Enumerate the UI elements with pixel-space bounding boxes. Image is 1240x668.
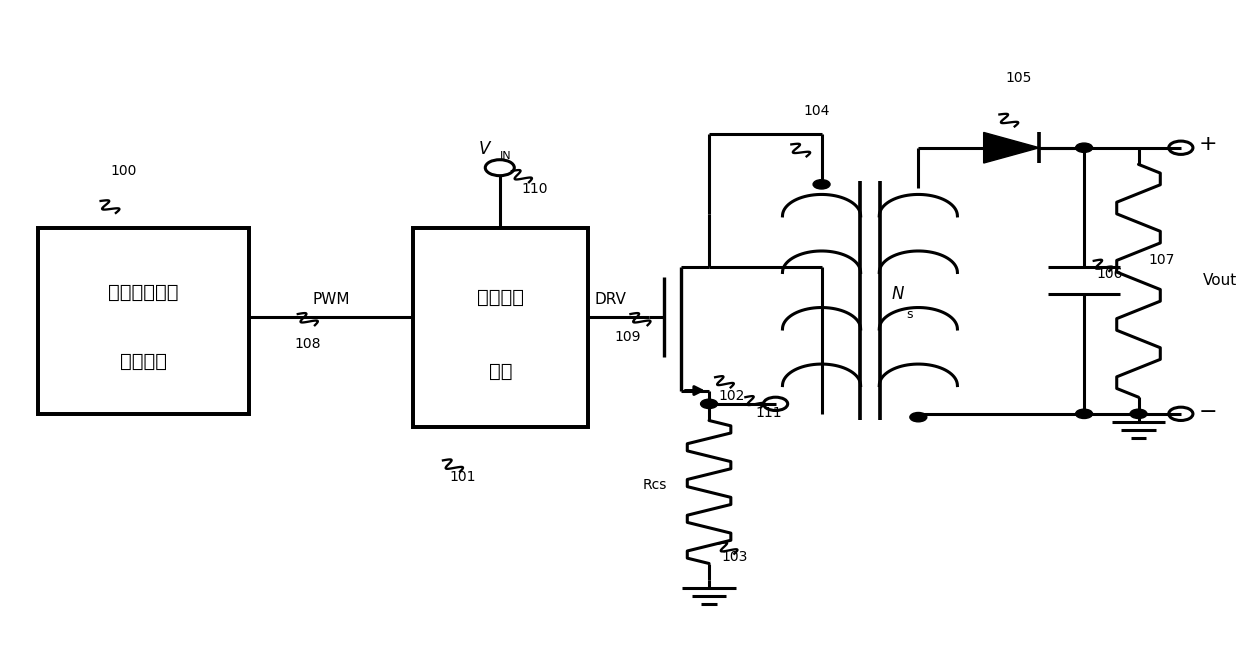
- Text: 111: 111: [755, 407, 781, 420]
- Text: DRV: DRV: [594, 293, 626, 307]
- Text: 102: 102: [719, 389, 745, 403]
- Circle shape: [1075, 143, 1092, 152]
- Polygon shape: [983, 132, 1039, 163]
- Text: 产生电路: 产生电路: [120, 352, 167, 371]
- Circle shape: [1075, 409, 1092, 418]
- Text: +: +: [1199, 134, 1218, 154]
- Text: −: −: [1199, 402, 1218, 422]
- Text: 109: 109: [615, 330, 641, 344]
- Text: 103: 103: [722, 550, 748, 564]
- Text: N: N: [892, 285, 904, 303]
- Text: 电路: 电路: [489, 362, 512, 381]
- Text: 100: 100: [110, 164, 136, 178]
- Bar: [413, 228, 588, 427]
- Text: Rcs: Rcs: [642, 478, 667, 492]
- Circle shape: [813, 180, 830, 189]
- Text: PWM: PWM: [312, 293, 350, 307]
- Text: 108: 108: [294, 337, 321, 351]
- Text: s: s: [906, 307, 913, 321]
- Text: Vout: Vout: [1203, 273, 1236, 289]
- Text: 104: 104: [804, 104, 830, 118]
- Circle shape: [910, 413, 926, 422]
- Circle shape: [1130, 409, 1147, 418]
- Text: 101: 101: [449, 470, 475, 484]
- Text: 105: 105: [1006, 71, 1032, 85]
- Circle shape: [701, 399, 718, 409]
- Text: 驱动逻辑信号: 驱动逻辑信号: [108, 283, 179, 302]
- Text: IN: IN: [500, 151, 511, 161]
- Bar: [37, 228, 249, 414]
- Text: 107: 107: [1148, 253, 1174, 267]
- Text: 110: 110: [522, 182, 548, 196]
- Text: V: V: [479, 140, 490, 158]
- Text: 栅极驱动: 栅极驱动: [477, 288, 523, 307]
- Text: 106: 106: [1096, 267, 1122, 281]
